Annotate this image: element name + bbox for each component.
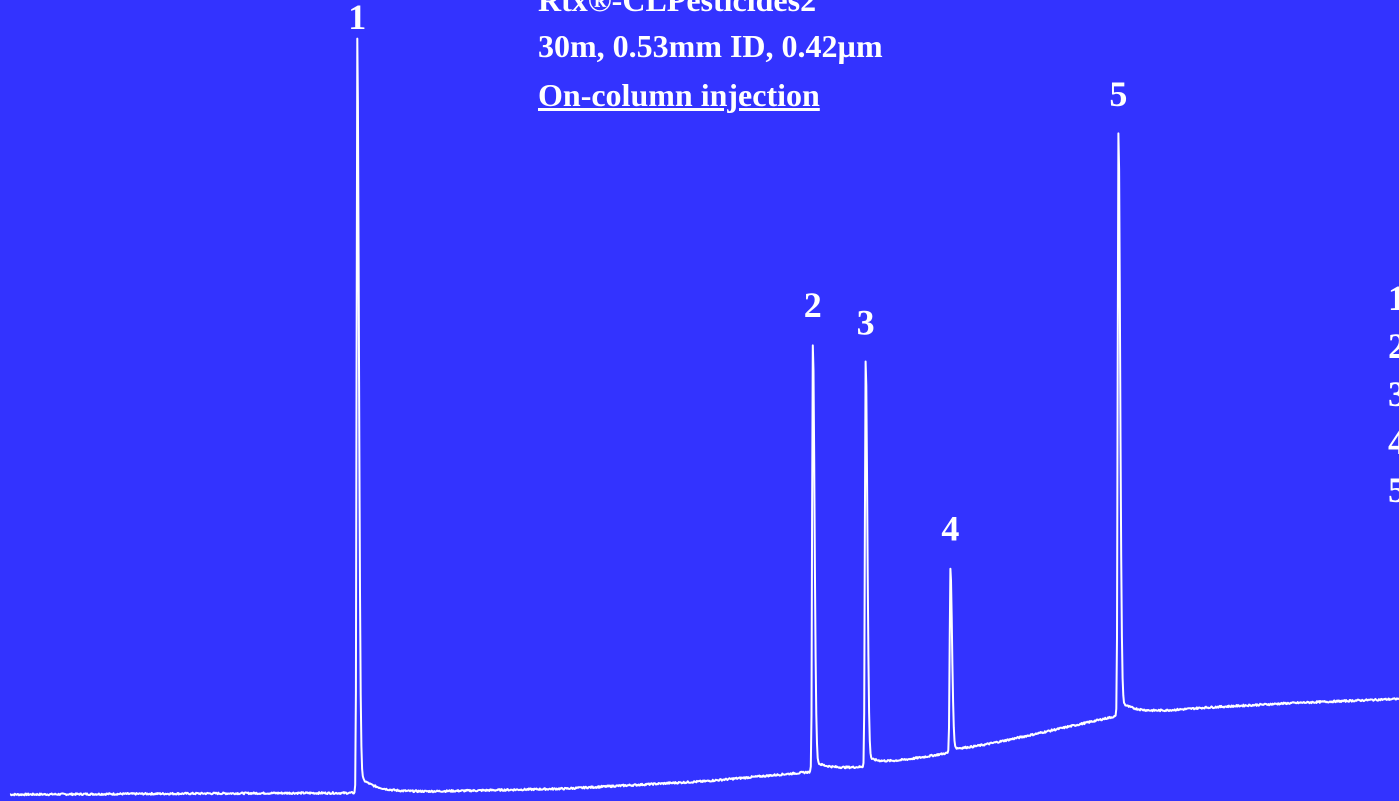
legend-number-4: 4 (1388, 422, 1399, 462)
legend-number-layer: 1 2 3 4 5 (1388, 278, 1399, 510)
chromatogram-trace (9, 37, 1399, 797)
peak-label-5: 5 (1109, 74, 1127, 114)
legend-number-5: 5 (1388, 470, 1399, 510)
legend-number-1: 1 (1388, 278, 1399, 318)
column-dimensions: 30m, 0.53mm ID, 0.42µm (538, 28, 883, 64)
peak-label-2: 2 (804, 285, 822, 325)
peak-label-4: 4 (941, 509, 959, 549)
peak-label-layer: 12 345 (348, 0, 1127, 549)
peak-label-1: 1 (348, 0, 366, 37)
injection-type: On-column injection (538, 77, 820, 113)
peak-label-3: 3 (857, 302, 875, 342)
trace-layer (9, 37, 1399, 797)
legend-number-2: 2 (1388, 326, 1399, 366)
column-name: Rtx®-CLPesticides2 (538, 0, 817, 18)
legend-number-3: 3 (1388, 374, 1399, 414)
